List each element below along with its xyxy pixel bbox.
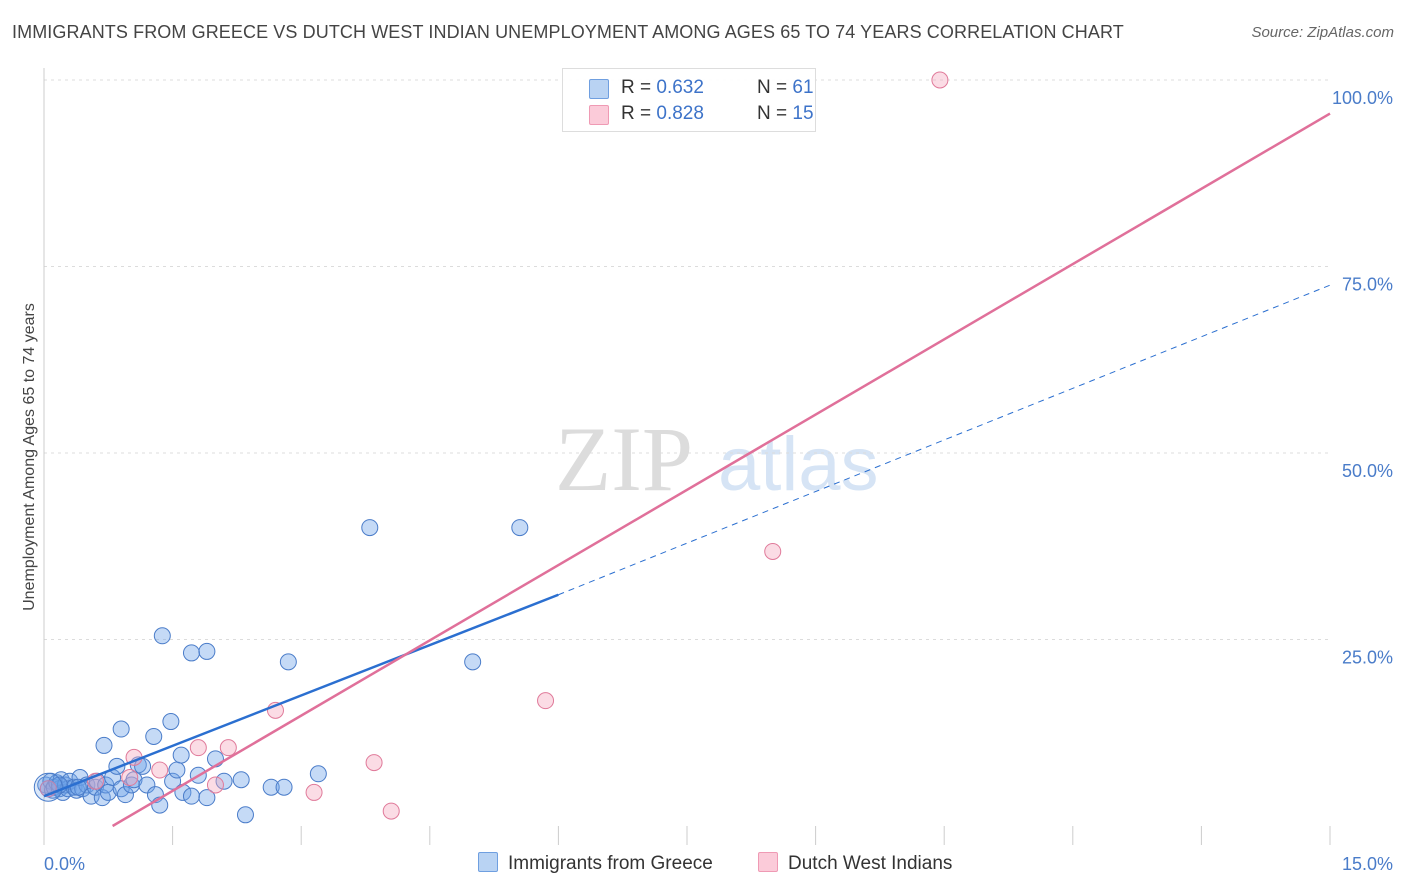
- dutch-trend-line: [111, 112, 1331, 828]
- greece-point: [262, 778, 280, 796]
- chart-title: IMMIGRANTS FROM GREECE VS DUTCH WEST IND…: [12, 22, 1124, 42]
- dutch-point: [764, 542, 782, 560]
- y-tick-label-50: 50.0%: [1342, 461, 1393, 481]
- greece-point: [232, 771, 250, 789]
- bottom-legend-label-greece: Immigrants from Greece: [508, 853, 713, 874]
- greece-trend-line: [43, 593, 559, 798]
- legend-swatch-greece: [589, 79, 609, 99]
- x-tick-label-min: 0.0%: [44, 854, 85, 874]
- legend-r-dutch: R = 0.828: [621, 103, 704, 124]
- greece-point: [138, 776, 156, 794]
- bottom-legend-greece: Immigrants from Greece: [478, 852, 713, 875]
- greece-point: [198, 642, 216, 660]
- greece-point: [112, 720, 130, 738]
- greece-point: [172, 746, 190, 764]
- legend-n-dutch: N = 15: [757, 103, 814, 124]
- greece-point: [236, 806, 254, 824]
- greece-point: [162, 713, 180, 731]
- bottom-legend-dutch: Dutch West Indians: [758, 852, 952, 875]
- greece-point: [511, 519, 529, 537]
- greece-point: [279, 653, 297, 671]
- dutch-point: [151, 761, 169, 779]
- bottom-legend-label-dutch: Dutch West Indians: [788, 853, 953, 874]
- dutch-point: [537, 692, 555, 710]
- greece-point: [361, 519, 379, 537]
- greece-point: [215, 772, 233, 790]
- greece-point: [95, 736, 113, 754]
- y-tick-label-25: 25.0%: [1342, 648, 1393, 668]
- greece-point: [182, 787, 200, 805]
- legend-swatch-dutch: [589, 105, 609, 125]
- bottom-legend-swatch-greece: [478, 852, 498, 872]
- dutch-point: [189, 739, 207, 757]
- legend-n-greece: N = 61: [757, 77, 814, 98]
- dutch-point: [219, 739, 237, 757]
- legend-r-greece: R = 0.632: [621, 77, 704, 98]
- greece-point: [164, 772, 182, 790]
- dutch-point: [382, 802, 400, 820]
- greece-point: [464, 653, 482, 671]
- greece-point: [86, 778, 104, 796]
- x-tick-label-max: 15.0%: [1342, 854, 1393, 874]
- greece-point: [275, 778, 293, 796]
- source-label: Source: ZipAtlas.com: [1251, 24, 1394, 41]
- dutch-point: [121, 769, 139, 787]
- greece-point: [182, 644, 200, 662]
- bottom-legend-swatch-dutch: [758, 852, 778, 872]
- watermark-zip: ZIP: [555, 408, 693, 510]
- greece-point: [168, 761, 186, 779]
- dutch-point: [305, 783, 323, 801]
- greece-point: [153, 627, 171, 645]
- greece-point: [198, 789, 216, 807]
- greece-point-cluster: [33, 772, 63, 802]
- y-tick-label-75: 75.0%: [1342, 275, 1393, 295]
- dutch-point: [206, 776, 224, 794]
- greece-point: [112, 780, 130, 798]
- y-tick-label-100: 100.0%: [1332, 88, 1393, 108]
- greece-point: [309, 765, 327, 783]
- greece-point: [116, 786, 134, 804]
- watermark-atlas: atlas: [718, 422, 879, 507]
- correlation-legend: R = 0.632 N = 61 R = 0.828 N = 15: [562, 68, 816, 132]
- dutch-point: [931, 71, 949, 89]
- dutch-point: [365, 754, 383, 772]
- greece-point: [145, 727, 163, 745]
